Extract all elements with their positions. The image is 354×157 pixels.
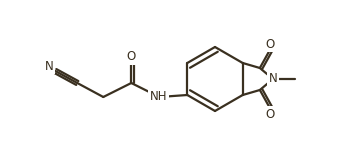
Text: N: N [45, 60, 54, 73]
Text: N: N [269, 73, 278, 86]
Text: O: O [265, 38, 274, 51]
Text: O: O [265, 108, 274, 121]
Text: NH: NH [149, 90, 167, 103]
Text: O: O [127, 51, 136, 63]
